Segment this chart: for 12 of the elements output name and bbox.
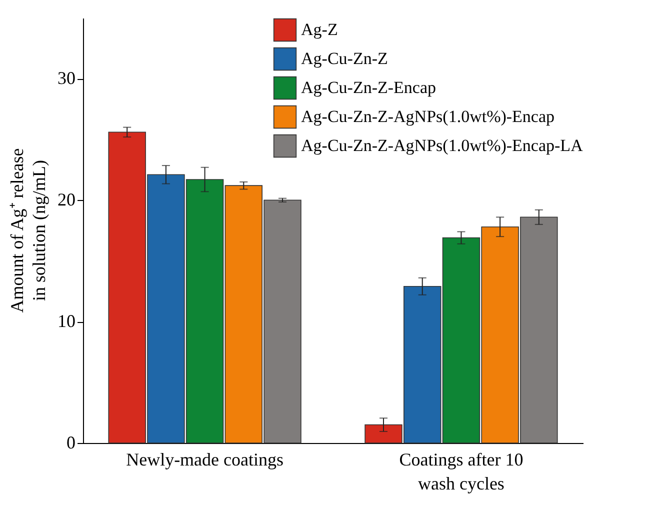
legend-label: Ag-Cu-Zn-Z-Encap <box>301 78 436 97</box>
x-tick-label: Newly-made coatings <box>126 450 284 470</box>
y-tick-label: 10 <box>58 311 76 332</box>
y-tick-label: 0 <box>66 432 76 452</box>
legend-label: Ag-Cu-Zn-Z-AgNPs(1.0wt%)-Encap-LA <box>301 136 584 155</box>
y-axis-title: Amount of Ag⁺ release in solution (ng/mL) <box>7 148 49 313</box>
y-tick-label: 20 <box>58 190 76 210</box>
legend-label: Ag-Cu-Zn-Z-AgNPs(1.0wt%)-Encap <box>301 107 555 126</box>
x-tick-label: Coatings after 10 wash cycles <box>399 450 524 494</box>
legend-label: Ag-Z <box>301 20 338 39</box>
legend-label: Ag-Cu-Zn-Z <box>301 49 388 68</box>
y-tick-label: 30 <box>58 68 76 88</box>
